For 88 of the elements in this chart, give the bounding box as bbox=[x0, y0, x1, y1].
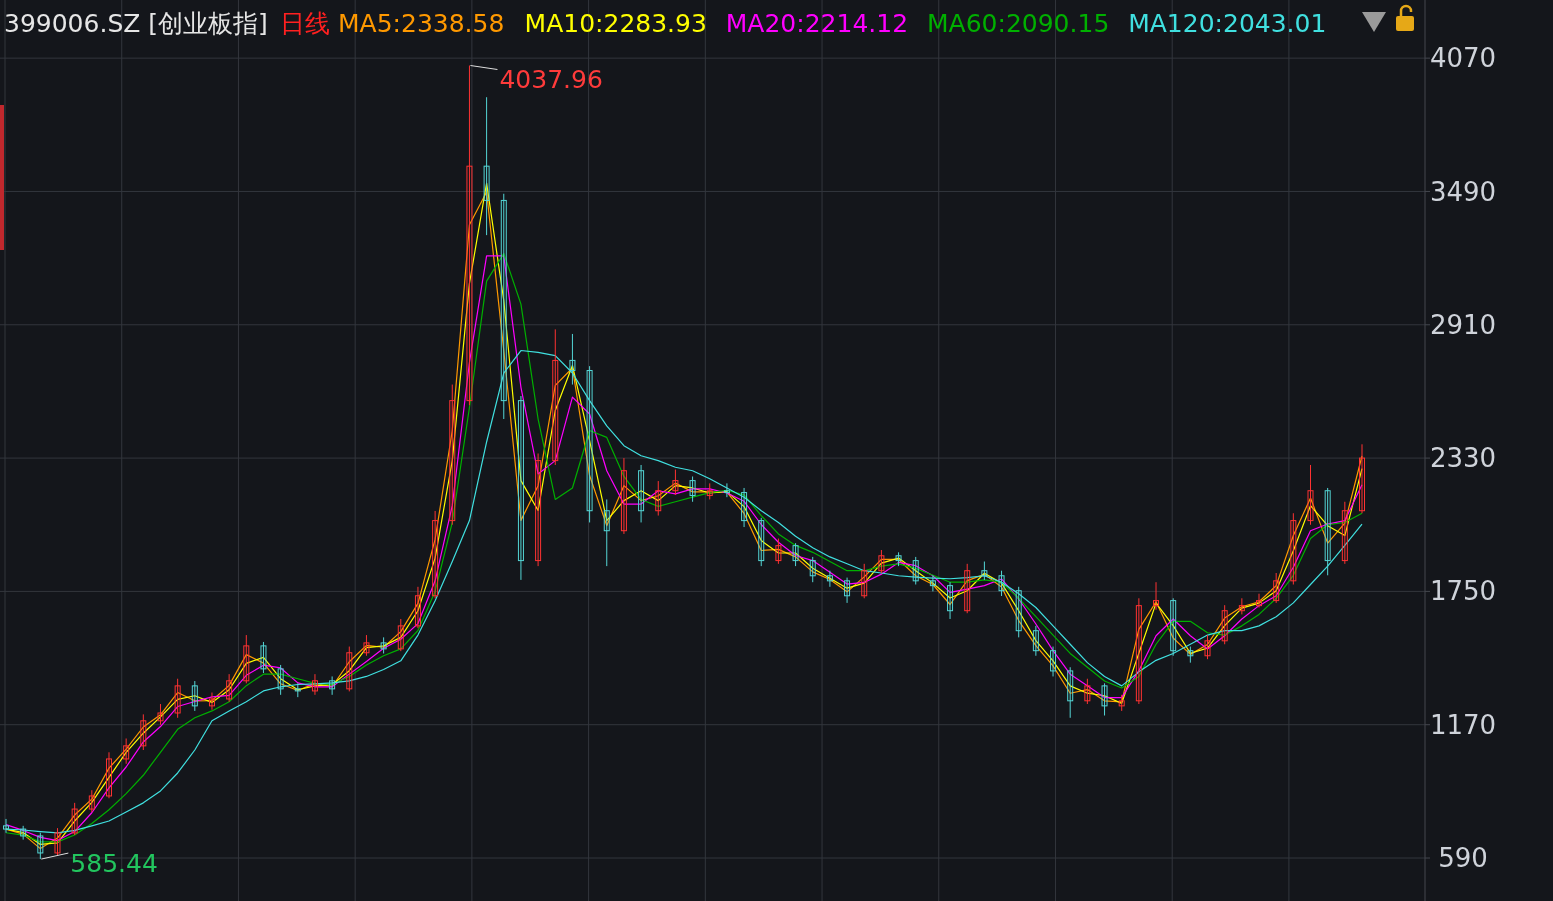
candlestick bbox=[689, 475, 696, 503]
candlestick bbox=[1170, 597, 1177, 657]
candlestick bbox=[1359, 443, 1365, 514]
candlestick bbox=[586, 365, 593, 523]
y-tick-label: 1750 bbox=[1429, 576, 1497, 607]
candlestick bbox=[397, 618, 404, 652]
y-tick-label: 4070 bbox=[1429, 43, 1497, 74]
candlestick bbox=[947, 581, 954, 620]
candlestick bbox=[1032, 625, 1039, 657]
candlestick bbox=[105, 751, 112, 799]
candlestick bbox=[483, 96, 490, 236]
candlestick bbox=[311, 673, 318, 696]
candlestick bbox=[414, 586, 421, 629]
candlestick bbox=[655, 480, 662, 517]
candlestick bbox=[3, 818, 9, 834]
candlestick bbox=[569, 333, 576, 386]
candlestick bbox=[981, 561, 988, 581]
candlestick bbox=[449, 384, 456, 526]
candlestick bbox=[1204, 634, 1211, 660]
y-tick-label: 1170 bbox=[1429, 709, 1497, 740]
y-tick-label: 590 bbox=[1438, 843, 1488, 874]
candlestick bbox=[432, 510, 439, 599]
candlestick bbox=[620, 457, 627, 535]
y-tick-label: 2330 bbox=[1429, 443, 1497, 474]
candlestick bbox=[1135, 597, 1142, 705]
candlestick bbox=[844, 577, 851, 604]
y-tick-label: 2910 bbox=[1429, 309, 1497, 340]
candlestick bbox=[775, 538, 782, 565]
candlestick bbox=[1290, 512, 1297, 585]
candlestick bbox=[929, 574, 936, 592]
candlestick bbox=[912, 556, 919, 585]
candlestick bbox=[1256, 593, 1263, 608]
text: MA120:2043.01 bbox=[1128, 8, 1327, 38]
candlestick bbox=[1324, 487, 1331, 576]
candlestick bbox=[638, 464, 645, 523]
candlestick bbox=[157, 703, 164, 726]
annotation: 4037.96 bbox=[499, 65, 603, 95]
candlestick bbox=[861, 563, 868, 599]
text: MA20:2214.12 bbox=[725, 8, 909, 38]
candlestick bbox=[998, 570, 1005, 597]
candlestick bbox=[140, 713, 147, 751]
candlestick bbox=[500, 193, 507, 420]
candlestick bbox=[208, 692, 215, 711]
candlestick bbox=[792, 542, 799, 567]
candlestick bbox=[329, 675, 336, 696]
candlestick bbox=[226, 673, 233, 703]
candlestick bbox=[1067, 666, 1074, 719]
candlestick bbox=[809, 556, 816, 583]
candlestick bbox=[1050, 646, 1057, 677]
candlestick bbox=[1084, 678, 1091, 705]
candlestick bbox=[1341, 501, 1348, 565]
candlestick bbox=[174, 678, 181, 719]
candlestick bbox=[466, 65, 473, 406]
candlestick bbox=[71, 802, 78, 836]
candlestick bbox=[123, 738, 130, 765]
candlestick bbox=[535, 452, 542, 567]
candlestick bbox=[363, 634, 370, 657]
candlestick bbox=[37, 832, 44, 860]
candlestick bbox=[1307, 464, 1314, 526]
candlestick bbox=[346, 646, 353, 692]
candlestick bbox=[964, 563, 971, 614]
text: MA10:2283.93 bbox=[524, 8, 707, 38]
candlestick bbox=[552, 328, 559, 466]
candlestick bbox=[54, 827, 61, 857]
candlestick bbox=[723, 482, 730, 498]
candlestick bbox=[277, 664, 284, 696]
chart-subtitle: 日线 bbox=[280, 8, 330, 38]
candlestick bbox=[741, 487, 748, 528]
candlestick bbox=[1221, 604, 1228, 645]
candlestick bbox=[1273, 572, 1280, 604]
candlestick bbox=[1153, 581, 1160, 611]
text: MA5:2338.58 bbox=[338, 8, 505, 38]
candlestick bbox=[517, 395, 524, 581]
candlestick bbox=[260, 641, 267, 674]
candlestick bbox=[758, 517, 765, 567]
chart-title: 399006.SZ [创业板指] bbox=[4, 8, 268, 38]
candlestick bbox=[191, 680, 198, 712]
candlestick bbox=[1101, 682, 1108, 717]
candlestick bbox=[603, 498, 610, 567]
annotation: 585.44 bbox=[70, 848, 158, 878]
candlestick bbox=[1015, 586, 1022, 638]
text: MA60:2090.15 bbox=[927, 8, 1110, 38]
candlestick bbox=[672, 469, 679, 496]
candlestick bbox=[878, 549, 885, 574]
candlestick bbox=[826, 570, 833, 588]
y-tick-label: 3490 bbox=[1429, 176, 1497, 207]
candlestick bbox=[88, 789, 95, 813]
candlestick bbox=[243, 634, 250, 684]
